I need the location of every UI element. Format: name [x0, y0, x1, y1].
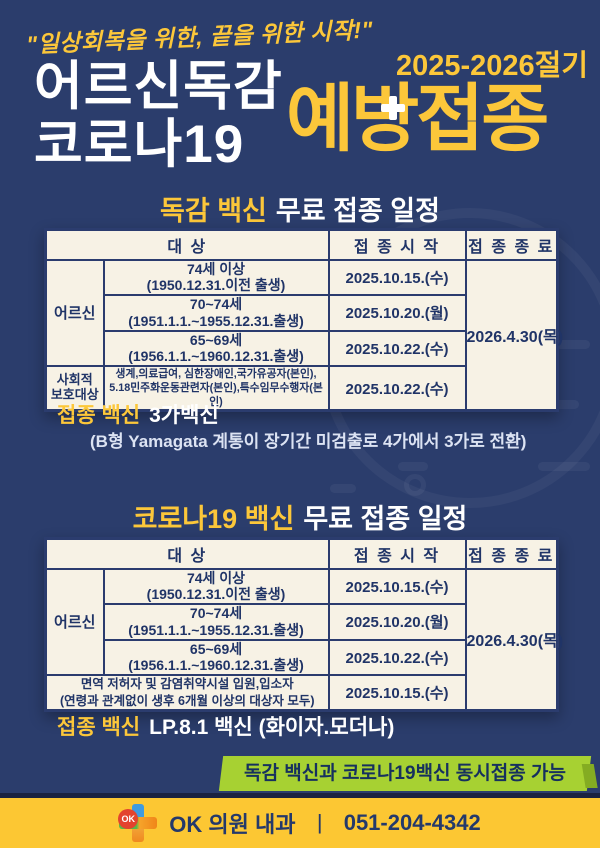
vaccine-value: LP.8.1 백신 (화이자.모더나) [149, 716, 395, 739]
vaccine-value: 3가백신 [149, 404, 219, 427]
table-header-row: 대 상 접 종 시 작 접 종 종 료 [44, 228, 559, 261]
season-badge: 2025-2026절기 [395, 50, 588, 82]
birth-range: (1950.12.31.이전 출생) [146, 586, 286, 603]
birth-range: (1956.1.1.~1960.12.31.출생) [128, 657, 304, 674]
flu-schedule-table: 대 상 접 종 시 작 접 종 종 료 어르신 74세 이상 (1950.12.… [44, 228, 563, 413]
vaccine-label: 접종 백신 [57, 404, 141, 427]
end-date: 2026.4.30(목) [464, 567, 563, 712]
table-row-immune: 면역 저허자 및 감염취약시설 입원,입소자 (연령과 관계없이 생후 6개월 … [44, 674, 558, 712]
age-cell: 70~74세 (1951.1.1.~1955.12.31.출생) [102, 603, 330, 641]
watermark-small-ring [404, 474, 426, 496]
start-date: 2025.10.15.(수) [327, 567, 467, 606]
table-row-social: 사회적 보호대상 생계,의료급여, 심한장애인,국가유공자(본인), 5.18민… [44, 365, 558, 412]
col-header-target: 대 상 [44, 228, 330, 261]
table-row: 65~69세 (1956.1.1.~1960.12.31.출생) 2025.10… [46, 638, 558, 677]
table-row: 어르신 74세 이상 (1950.12.31.이전 출생) 2025.10.15… [44, 567, 563, 712]
watermark-dash [330, 484, 356, 493]
vaccine-label: 접종 백신 [57, 716, 141, 739]
title-line-covid: 코로나19 [34, 115, 245, 174]
table-row: 어르신 74세 이상 (1950.12.31.이전 출생) 2025.10.15… [44, 258, 563, 412]
table-row: 70~74세 (1951.1.1.~1955.12.31.출생) 2025.10… [46, 294, 558, 332]
birth-range: (1951.1.1.~1955.12.31.출생) [128, 621, 304, 638]
clinic-phone: 051-204-4342 [343, 810, 481, 835]
group-label: 어르신 [44, 567, 105, 677]
social-desc: 생계,의료급여, 심한장애인,국가유공자(본인), 5.18민주화운동관련자(본… [102, 365, 330, 412]
start-date: 2025.10.22.(수) [327, 365, 467, 412]
immune-desc: 면역 저허자 및 감염취약시설 입원,입소자 (연령과 관계없이 생후 6개월 … [44, 674, 330, 712]
social-label: 사회적 보호대상 [44, 365, 105, 412]
age-cell: 74세 이상 (1950.12.31.이전 출생) [102, 567, 330, 606]
age-range: 70~74세 [189, 296, 243, 313]
start-date: 2025.10.22.(수) [327, 329, 467, 368]
col-header-target: 대 상 [44, 537, 330, 570]
footer-separator: ㅣ [309, 812, 330, 837]
banner-text: 독감 백신과 코로나19백신 동시접종 가능 [244, 763, 566, 784]
simultaneous-vaccination-banner: 독감 백신과 코로나19백신 동시접종 가능 [218, 756, 592, 791]
birth-range: (1951.1.1.~1955.12.31.출생) [128, 312, 304, 329]
flu-vaccine-subnote: (B형 Yamagata 계통이 장기간 미검출로 4가에서 3가로 전환) [90, 432, 527, 451]
col-header-start: 접 종 시 작 [327, 228, 467, 261]
flu-title-rest: 무료 접종 일정 [275, 196, 440, 226]
start-date: 2025.10.22.(수) [327, 638, 467, 677]
start-date: 2025.10.20.(월) [327, 294, 467, 332]
age-range: 65~69세 [189, 331, 243, 348]
covid-schedule-table: 대 상 접 종 시 작 접 종 종 료 어르신 74세 이상 (1950.12.… [44, 537, 563, 712]
start-date: 2025.10.15.(수) [327, 674, 467, 712]
covid-title-rest: 무료 접종 일정 [303, 504, 468, 534]
table-row: 70~74세 (1951.1.1.~1955.12.31.출생) 2025.10… [46, 603, 558, 641]
covid-section-title: 코로나19 백신 무료 접종 일정 [0, 497, 600, 536]
age-cell: 70~74세 (1951.1.1.~1955.12.31.출생) [102, 294, 330, 332]
table-row: 65~69세 (1956.1.1.~1960.12.31.출생) 2025.10… [46, 329, 558, 368]
end-date: 2026.4.30(목) [464, 258, 563, 412]
birth-range: (1956.1.1.~1960.12.31.출생) [128, 348, 304, 365]
footer-divider-line [0, 793, 600, 798]
table-header-row: 대 상 접 종 시 작 접 종 종 료 [44, 537, 559, 570]
start-date: 2025.10.20.(월) [327, 603, 467, 641]
col-header-end: 접 종 종 료 [464, 228, 559, 261]
col-header-start: 접 종 시 작 [327, 537, 467, 570]
col-header-end: 접 종 종 료 [464, 537, 559, 570]
medical-plus-icon [381, 96, 405, 120]
age-cell: 65~69세 (1956.1.1.~1960.12.31.출생) [102, 638, 330, 677]
clinic-logo-icon: OK [118, 804, 158, 842]
age-range: 70~74세 [189, 605, 243, 622]
flu-section-title: 독감 백신 무료 접종 일정 [0, 189, 600, 228]
age-cell: 65~69세 (1956.1.1.~1960.12.31.출생) [102, 329, 330, 368]
age-range: 74세 이상 [186, 569, 246, 586]
flu-title-highlight: 독감 백신 [160, 196, 267, 226]
covid-vaccine-note: 접종 백신 LP.8.1 백신 (화이자.모더나) [57, 711, 394, 741]
start-date: 2025.10.15.(수) [327, 258, 467, 297]
covid-title-highlight: 코로나19 백신 [132, 504, 295, 534]
watermark-dash [398, 462, 428, 471]
logo-ok-badge: OK [118, 809, 139, 829]
group-label: 어르신 [44, 258, 105, 368]
watermark-dash [538, 462, 590, 471]
header-quote: "일상회복을 위한, 끝을 위한 시작!" [25, 16, 374, 58]
main-title: 예방접종 [286, 77, 549, 160]
flu-vaccine-note: 접종 백신 3가백신 [57, 399, 219, 429]
age-range: 65~69세 [189, 640, 243, 657]
age-cell: 74세 이상 (1950.12.31.이전 출생) [102, 258, 330, 297]
birth-range: (1950.12.31.이전 출생) [146, 277, 286, 294]
title-line-flu: 어르신독감 [34, 57, 283, 116]
footer-bar: OK OK 의원 내과 ㅣ 051-204-4342 [0, 798, 600, 848]
age-range: 74세 이상 [186, 260, 246, 277]
clinic-name: OK 의원 내과 [169, 812, 296, 837]
